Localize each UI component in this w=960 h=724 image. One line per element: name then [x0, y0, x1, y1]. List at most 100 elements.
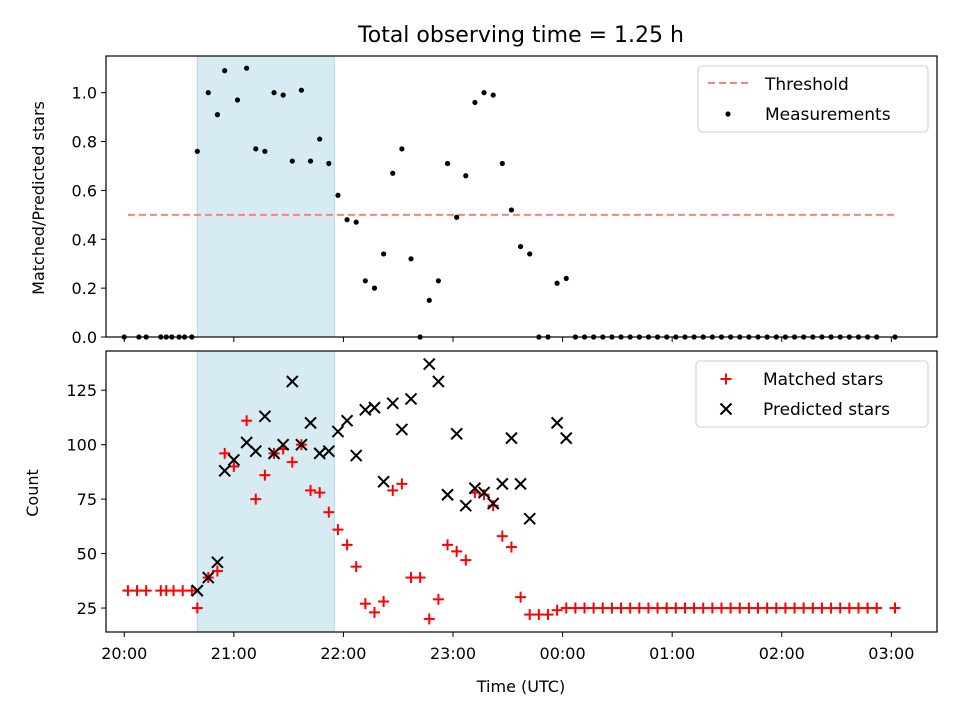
bottom-legend-box: [695, 360, 929, 428]
matched-star-point: [305, 484, 317, 496]
top-y-tick-label: 0.8: [72, 133, 97, 152]
matched-star-point: [368, 606, 380, 618]
marker-stroke: [477, 486, 491, 499]
matched-star-point: [250, 493, 262, 505]
legend-measurements-swatch: [725, 111, 731, 117]
predicted-star-point: [218, 464, 231, 478]
predicted-star-point: [550, 416, 564, 430]
marker-stroke: [218, 464, 231, 478]
predicted-star-point: [459, 499, 473, 512]
top-y-tick-label: 0.6: [72, 181, 97, 200]
measurement-point: [253, 146, 259, 152]
marker-stroke: [249, 444, 262, 458]
marker-stroke: [395, 423, 409, 436]
top-y-axis-label: Matched/Predicted stars: [29, 101, 48, 295]
predicted-star-point: [276, 438, 290, 451]
marker-stroke: [286, 375, 299, 388]
predicted-star-point: [441, 488, 454, 501]
predicted-star-point: [486, 497, 500, 510]
predicted-star-point: [350, 449, 363, 462]
matched-star-point: [341, 539, 353, 551]
measurement-point: [222, 68, 228, 74]
predicted-star-point: [286, 375, 299, 388]
top-y-tick-label: 0.0: [72, 328, 97, 347]
measurement-point: [317, 136, 323, 142]
top-panel-frame: [105, 55, 938, 338]
x-tick-label: 03:00: [868, 644, 914, 663]
bottom-legend: Matched stars Predicted stars: [695, 360, 929, 428]
legend-matched-label: Matched stars: [763, 370, 883, 390]
measurement-point: [463, 173, 469, 179]
predicted-star-point: [404, 392, 418, 406]
predicted-star-point: [211, 556, 224, 569]
measurement-point: [362, 278, 368, 284]
bottom-y-tick-label: 100: [66, 436, 97, 455]
bottom-y-tick-label: 125: [66, 381, 97, 400]
matched-star-point: [478, 489, 490, 501]
predicted-star-point: [304, 416, 317, 430]
marker-stroke: [258, 410, 272, 423]
matched-star-point: [871, 602, 883, 614]
matched-star-point: [186, 585, 198, 597]
predicted-star-point: [313, 447, 326, 460]
predicted-star-point: [377, 475, 390, 488]
measurement-point: [444, 160, 451, 167]
observing-window-top: [196, 55, 335, 338]
predicted-star-point: [514, 477, 527, 491]
measurement-point: [426, 297, 432, 303]
top-axis-ticks: 0.0 0.2 0.4 0.6 0.8 1.0: [72, 84, 892, 347]
measurement-point: [194, 148, 200, 154]
measurement-point: [554, 280, 560, 286]
predicted-star-point: [359, 403, 372, 417]
matched-star-point: [442, 539, 454, 551]
predicted-star-point: [523, 512, 536, 525]
measurement-point: [454, 214, 460, 220]
matched-star-point: [241, 415, 253, 427]
matched-stars-points: [122, 415, 901, 625]
marker-stroke: [560, 431, 573, 445]
predicted-star-point: [468, 482, 482, 495]
x-tick-label: 01:00: [649, 644, 695, 663]
legend-predicted-marker: [719, 402, 733, 416]
measurement-point: [399, 146, 405, 152]
marker-stroke: [550, 416, 564, 430]
matched-star-point: [414, 572, 426, 584]
legend-predicted-swatch: [719, 402, 733, 416]
predicted-stars-points: [191, 357, 573, 597]
marker-stroke: [240, 436, 253, 449]
matched-star-point: [460, 554, 472, 566]
marker-stroke: [227, 453, 241, 467]
measurement-point: [280, 92, 286, 98]
matched-star-point: [191, 602, 203, 614]
predicted-star-point: [331, 425, 345, 438]
bottom-panel: 20:00 21:00 22:00 23:00 00:00 01:00 02:00 03:00…: [23, 350, 938, 696]
predicted-star-point: [560, 431, 573, 445]
marker-stroke: [313, 447, 326, 460]
x-tick-label: 21:00: [211, 644, 257, 663]
bottom-y-axis-label: Count: [23, 469, 42, 517]
measurement-point: [490, 92, 496, 98]
marker-stroke: [331, 425, 345, 438]
measurement-point: [508, 207, 515, 213]
marker-stroke: [340, 414, 354, 427]
matched-star-point: [211, 565, 223, 577]
matched-star-point: [140, 585, 152, 597]
measurement-point: [335, 192, 341, 198]
measurement-point: [244, 65, 250, 71]
marker-stroke: [450, 427, 463, 440]
observing-window-bottom: [196, 350, 335, 633]
matched-star-point: [889, 602, 901, 614]
x-tick-label: 22:00: [320, 644, 366, 663]
top-y-tick-label: 1.0: [72, 84, 97, 103]
top-y-tick-label: 0.4: [72, 230, 97, 249]
bottom-y-tick-label: 50: [77, 545, 97, 564]
measurement-point: [298, 87, 305, 93]
predicted-star-point: [423, 357, 436, 371]
matched-star-point: [286, 456, 298, 468]
measurement-point: [271, 90, 277, 96]
measurement-point: [371, 285, 378, 291]
bottom-axis-ticks: 20:00 21:00 22:00 23:00 00:00 01:00 02:00 03:00…: [66, 381, 914, 663]
predicted-star-point: [477, 486, 491, 499]
predicted-star-point: [386, 397, 399, 410]
